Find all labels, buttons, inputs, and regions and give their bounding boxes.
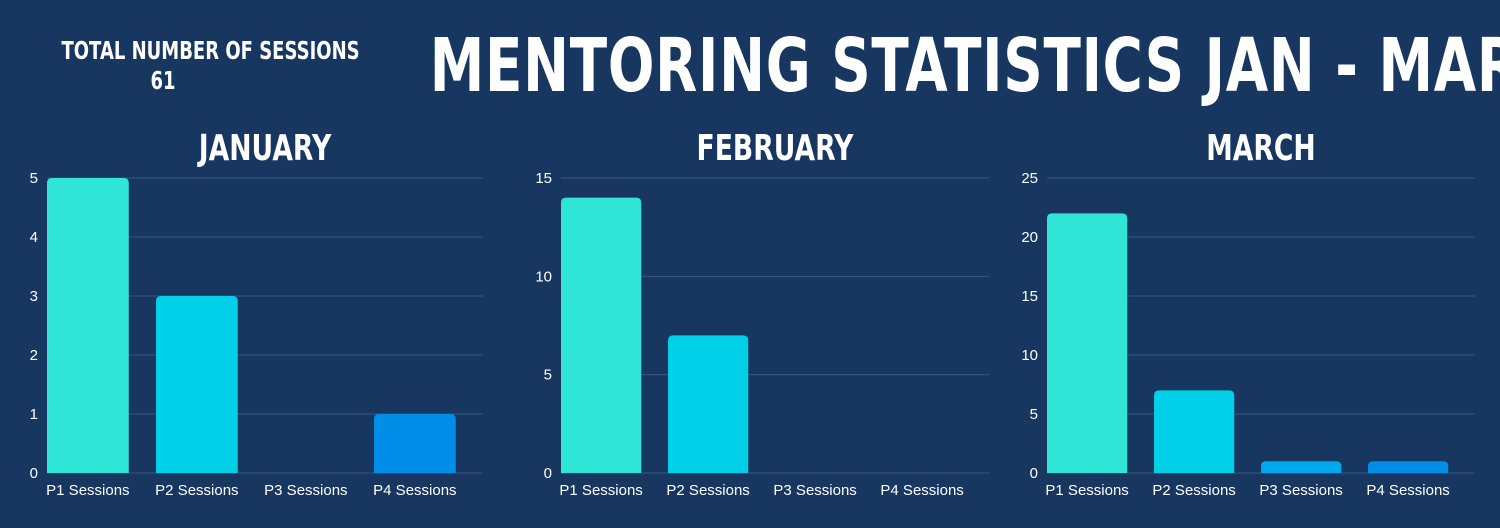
y-tick-label: 25 [1021, 170, 1038, 187]
y-tick-label: 0 [30, 465, 38, 482]
x-tick-label: P4 Sessions [880, 482, 963, 499]
bar [156, 296, 238, 473]
y-tick-label: 4 [30, 229, 38, 246]
chart-march: MARCH 0 5 10 15 20 25 P1 Sessions P2 Sessions P3 … [1021, 128, 1475, 499]
y-tick-label: 2 [30, 347, 38, 364]
chart-title: MARCH [1206, 128, 1315, 169]
x-tick-label: P2 Sessions [666, 482, 749, 499]
y-tick-label: 15 [1021, 288, 1038, 305]
chart-title: JANUARY [197, 128, 332, 169]
x-tick-label: P3 Sessions [773, 482, 856, 499]
y-tick-label: 5 [544, 367, 552, 384]
y-tick-label: 0 [544, 465, 552, 482]
x-tick-label: P4 Sessions [373, 482, 456, 499]
x-tick-label: P1 Sessions [46, 482, 129, 499]
y-tick-label: 1 [30, 406, 38, 423]
y-tick-label: 15 [535, 170, 552, 187]
x-tick-label: P3 Sessions [1259, 482, 1342, 499]
bar [47, 178, 129, 473]
bar [1154, 390, 1235, 473]
x-tick-label: P4 Sessions [1366, 482, 1449, 499]
y-tick-label: 3 [30, 288, 38, 305]
bar [374, 414, 456, 473]
y-tick-label: 20 [1021, 229, 1038, 246]
y-tick-label: 5 [30, 170, 38, 187]
y-tick-label: 10 [535, 268, 552, 285]
y-tick-label: 0 [1030, 465, 1038, 482]
chart-february: FEBRUARY 0 5 10 15 P1 Sessions P2 Sessions P3 S… [535, 128, 989, 499]
chart-january: JANUARY 0 1 2 3 4 5 P1 Sessions P2 Sessions P3 Se… [30, 128, 483, 499]
total-sessions-value: 61 [150, 66, 176, 95]
x-tick-label: P3 Sessions [264, 482, 347, 499]
y-tick-label: 10 [1021, 347, 1038, 364]
y-tick-label: 5 [1030, 406, 1038, 423]
bar [1368, 461, 1449, 473]
x-tick-label: P1 Sessions [559, 482, 642, 499]
bar [561, 197, 642, 473]
x-tick-label: P2 Sessions [1152, 482, 1235, 499]
bar [1261, 461, 1342, 473]
chart-title: FEBRUARY [697, 128, 855, 169]
x-tick-label: P1 Sessions [1045, 482, 1128, 499]
x-tick-label: P2 Sessions [155, 482, 238, 499]
bar [1047, 213, 1128, 473]
bar [668, 335, 749, 473]
